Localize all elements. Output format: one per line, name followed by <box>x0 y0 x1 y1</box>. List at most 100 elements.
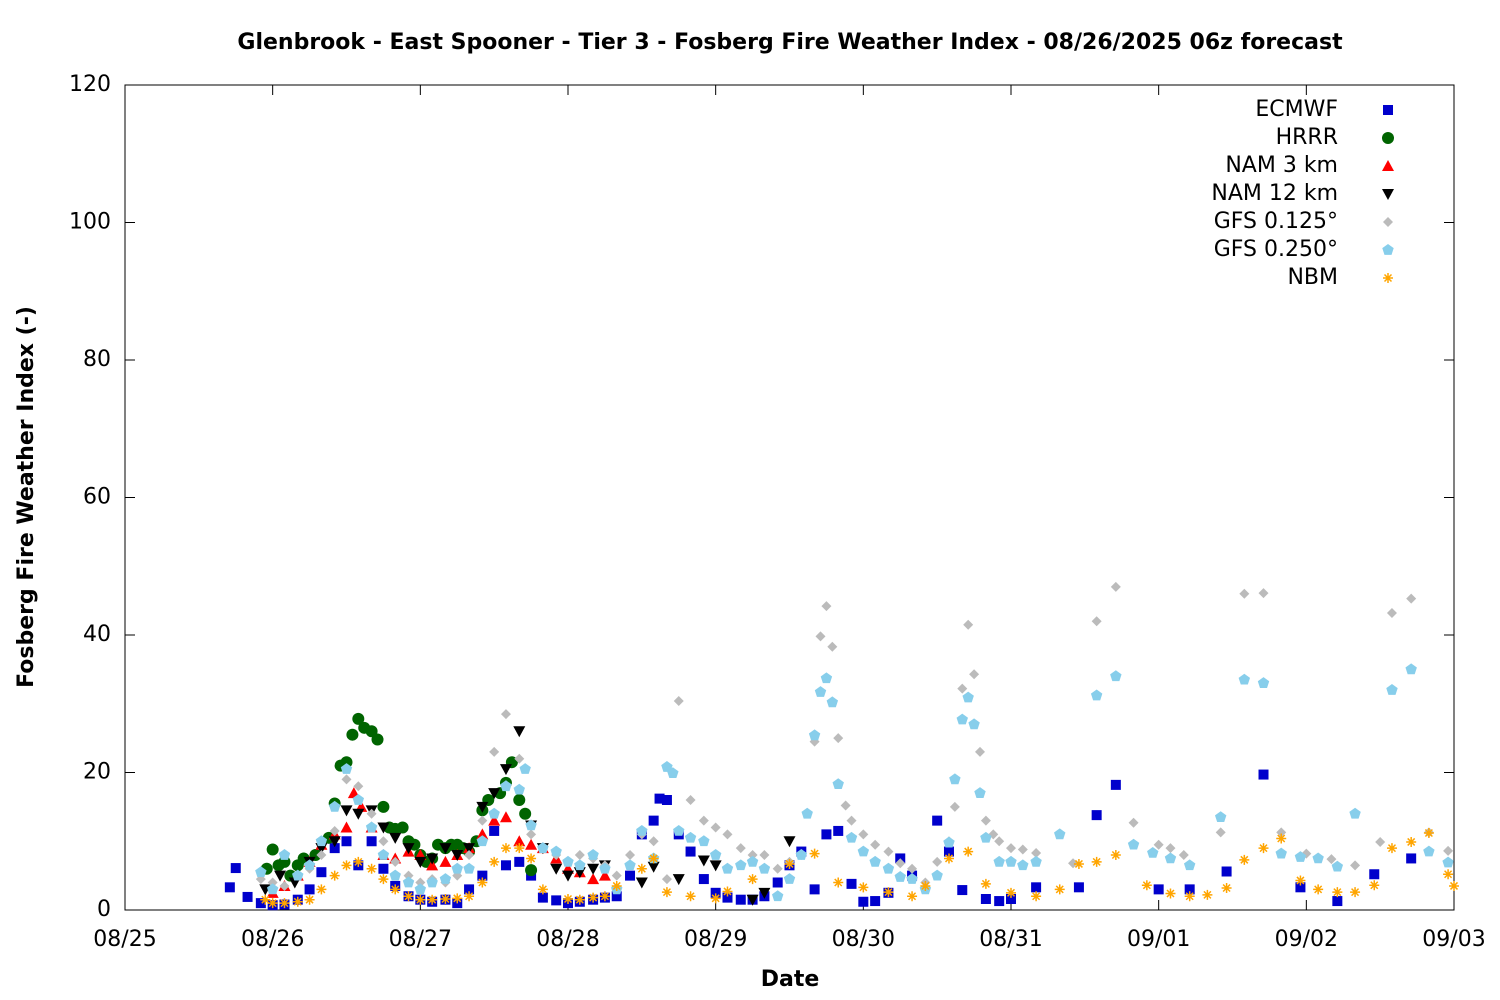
point <box>519 763 531 774</box>
point <box>1127 838 1140 850</box>
point <box>1183 859 1196 871</box>
point <box>562 870 574 882</box>
point <box>402 876 415 888</box>
point <box>858 896 869 907</box>
point <box>316 850 327 860</box>
point <box>1443 869 1454 880</box>
point <box>772 863 783 874</box>
point <box>292 869 304 881</box>
point <box>957 885 968 896</box>
point <box>722 829 733 840</box>
point <box>994 836 1005 847</box>
point <box>648 853 659 864</box>
x-tick-label: 09/03 <box>1422 927 1485 952</box>
point <box>611 891 622 902</box>
point <box>648 836 659 847</box>
point <box>304 884 315 895</box>
point <box>377 822 390 834</box>
point <box>1165 888 1176 899</box>
point <box>661 795 672 805</box>
point <box>833 877 844 888</box>
point <box>1423 828 1434 838</box>
point <box>452 893 463 904</box>
chart-title: Glenbrook - East Spooner - Tier 3 - Fosb… <box>237 30 1343 55</box>
point <box>1349 807 1361 819</box>
point <box>279 898 290 909</box>
point <box>1073 858 1084 869</box>
point <box>974 787 986 798</box>
point <box>1295 882 1306 893</box>
point <box>1153 839 1164 850</box>
point <box>611 880 622 891</box>
point <box>832 778 844 790</box>
point <box>477 815 488 826</box>
point <box>821 829 832 840</box>
point <box>574 850 585 860</box>
point <box>870 839 881 850</box>
point <box>758 887 771 899</box>
point <box>1110 581 1121 592</box>
point <box>1090 689 1103 701</box>
point <box>329 825 340 836</box>
point <box>1386 843 1397 854</box>
point <box>968 718 980 730</box>
point <box>709 849 722 860</box>
point <box>722 892 733 903</box>
point <box>943 853 954 864</box>
point <box>353 856 364 867</box>
point <box>869 855 881 867</box>
point <box>500 709 511 720</box>
point <box>698 835 710 847</box>
legend-marker <box>1383 105 1393 115</box>
legend-label: HRRR <box>1276 125 1338 150</box>
point <box>735 843 746 854</box>
point <box>464 884 475 895</box>
point <box>1110 670 1122 682</box>
point <box>426 859 439 871</box>
point <box>1406 853 1417 864</box>
point <box>808 729 821 741</box>
point <box>1017 844 1028 855</box>
point <box>463 843 476 855</box>
point <box>710 887 721 898</box>
point <box>525 864 538 877</box>
point <box>685 795 696 805</box>
point <box>513 794 526 806</box>
point <box>820 672 833 684</box>
point <box>274 870 287 882</box>
point <box>969 669 980 680</box>
point <box>500 860 511 871</box>
point <box>710 893 721 904</box>
legend-marker <box>1383 273 1393 283</box>
point <box>1054 884 1065 895</box>
point <box>994 896 1005 907</box>
point <box>1239 854 1250 865</box>
point <box>956 713 968 725</box>
point <box>514 843 525 854</box>
point <box>635 877 648 889</box>
point <box>784 858 795 869</box>
point <box>1406 836 1417 847</box>
point <box>1258 588 1269 599</box>
y-tick-label: 120 <box>69 72 111 97</box>
point <box>414 856 427 868</box>
point <box>943 836 955 848</box>
point <box>1369 869 1380 880</box>
point <box>499 811 512 823</box>
point <box>439 843 452 855</box>
point <box>519 807 532 820</box>
point <box>772 877 783 888</box>
point <box>1030 855 1042 867</box>
point <box>1202 889 1213 900</box>
point <box>882 862 895 874</box>
point <box>747 850 758 860</box>
point <box>625 850 636 860</box>
point <box>377 800 390 813</box>
point <box>661 761 673 772</box>
point <box>1006 887 1016 898</box>
point <box>943 846 954 857</box>
point <box>1331 860 1344 872</box>
x-tick-label: 08/26 <box>241 927 304 952</box>
point <box>1178 850 1189 860</box>
point <box>587 863 600 875</box>
